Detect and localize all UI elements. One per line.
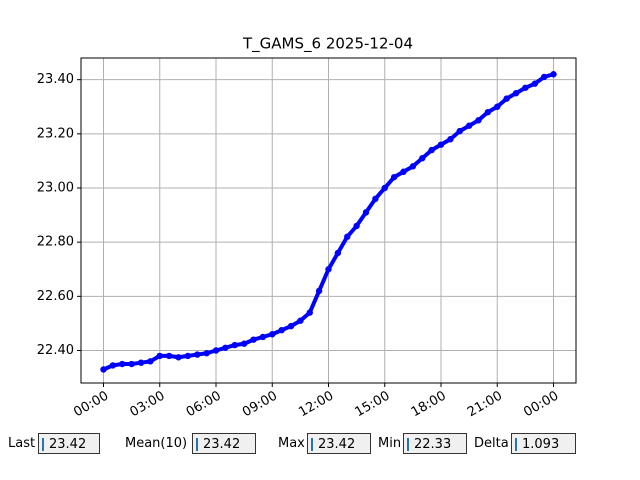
data-point (109, 362, 117, 369)
data-point (128, 360, 135, 368)
x-tick-label: 06:00 (184, 389, 224, 421)
y-tick-label: 22.80 (37, 235, 74, 250)
data-point (231, 341, 238, 349)
data-point (465, 122, 473, 129)
data-point (484, 108, 492, 116)
text-box[interactable]: 1.093 (511, 433, 576, 454)
data-point (550, 71, 557, 78)
data-point (194, 351, 201, 358)
x-tick-label: 09:00 (240, 389, 280, 421)
x-tick-label: 03:00 (128, 389, 168, 421)
data-point (353, 222, 360, 230)
data-point (212, 347, 220, 354)
data-point (390, 173, 398, 181)
data-point (362, 209, 370, 216)
data-point (287, 322, 295, 330)
y-tick-label: 23.00 (37, 181, 74, 196)
text-box[interactable]: 22.33 (403, 433, 467, 454)
x-tick-label: 00:00 (521, 389, 561, 421)
data-point (250, 336, 257, 343)
data-point (494, 103, 501, 110)
chart: T_GAMS_6 2025-12-04 22.40 22.60 22.80 23.00… (37, 35, 577, 421)
data-point (419, 155, 426, 162)
data-point (344, 233, 351, 240)
x-tick-label: 00:00 (71, 389, 111, 421)
data-point (165, 352, 173, 360)
data-point (531, 80, 538, 87)
data-point (147, 358, 154, 365)
field-label: Min (378, 436, 402, 451)
data-point (381, 184, 388, 192)
data-point (184, 352, 192, 360)
x-tick-label: 18:00 (409, 389, 449, 421)
data-point (156, 352, 163, 360)
data-point (447, 136, 454, 143)
data-point (315, 287, 323, 295)
data-point (512, 90, 520, 97)
data-point (428, 146, 435, 154)
data-point (222, 344, 229, 351)
data-point (100, 366, 107, 373)
text-box[interactable]: 23.42 (192, 433, 256, 454)
data-point (372, 195, 379, 203)
data-point (240, 340, 248, 347)
data-point (175, 354, 182, 361)
data-point (297, 317, 304, 324)
data-point (334, 249, 342, 257)
x-tick-label: 12:00 (296, 389, 336, 421)
field-label: Delta (474, 436, 509, 451)
data-point (475, 117, 482, 124)
data-point (119, 360, 126, 368)
x-tick-label: 21:00 (465, 389, 505, 421)
y-tick-label: 22.40 (37, 343, 74, 358)
data-point (503, 95, 510, 102)
data-point (137, 359, 145, 366)
data-point (259, 333, 267, 341)
plot-frame (80, 57, 577, 384)
field-label: Max (278, 436, 305, 451)
y-tick-label: 22.60 (37, 289, 74, 304)
data-point (278, 326, 285, 334)
y-tick-label: 23.40 (37, 72, 74, 87)
data-point (306, 309, 313, 316)
x-tick-label: 15:00 (353, 389, 393, 421)
y-tick-label: 23.20 (37, 126, 74, 141)
data-point (456, 127, 463, 135)
data-point (409, 163, 417, 170)
text-box[interactable]: 23.42 (307, 433, 371, 454)
data-point (400, 168, 407, 175)
field-label: Mean(10) (125, 436, 188, 451)
data-point (437, 141, 445, 148)
text-box[interactable]: 23.42 (38, 433, 100, 454)
data-point (203, 350, 210, 357)
data-point (522, 84, 529, 91)
data-point (325, 266, 332, 273)
field-label: Last (8, 436, 36, 451)
chart-title: T_GAMS_6 2025-12-04 (242, 35, 413, 54)
data-point (540, 73, 548, 81)
data-point (269, 331, 276, 338)
